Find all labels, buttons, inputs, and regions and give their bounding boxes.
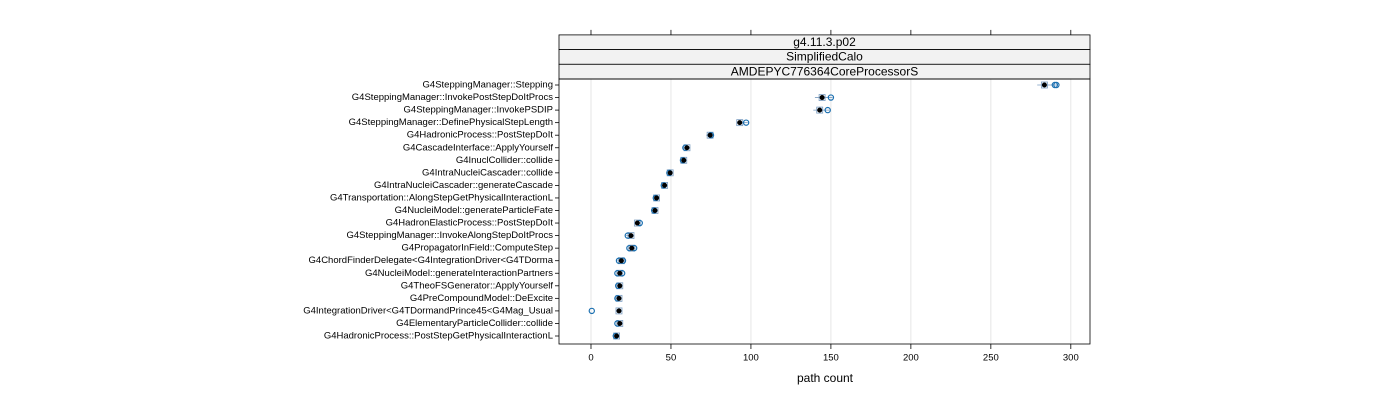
y-tick-label: G4IntegrationDriver<G4TDormandPrince45<G… [303, 305, 553, 316]
box [683, 144, 691, 152]
box [736, 119, 744, 127]
median [654, 195, 660, 201]
median [652, 208, 658, 213]
median [662, 182, 668, 188]
median [616, 295, 622, 301]
box [617, 257, 625, 265]
box [1041, 81, 1048, 89]
box [616, 269, 624, 277]
y-tick-label: G4HadronElasticProcess::PostStepDoIt [386, 218, 554, 229]
y-tick-label: G4SteppingManager::Stepping [423, 80, 553, 91]
median [617, 270, 623, 276]
strip-label: SimplifiedCalo [786, 50, 863, 64]
box [818, 94, 826, 101]
y-tick-label: G4NucleiModel::generateInteractionPartne… [365, 268, 553, 279]
y-tick-label: G4ChordFinderDelegate<G4IntegrationDrive… [309, 255, 554, 266]
y-tick-label: G4SteppingManager::InvokePostStepDoItPro… [352, 92, 553, 103]
y-tick-label: G4SteppingManager::InvokePSDIP [404, 105, 553, 116]
median [667, 170, 673, 176]
median [628, 233, 634, 239]
y-tick-label: G4HadronicProcess::PostStepDoIt [407, 130, 554, 141]
y-tick-label: G4CascadeInterface::ApplyYourself [403, 142, 554, 153]
y-tick-label: G4SteppingManager::DefinePhysicalStepLen… [349, 117, 553, 128]
point [1053, 81, 1060, 89]
y-tick-label: G4SteppingManager::InvokeAlongStepDoItPr… [347, 230, 554, 241]
box [816, 106, 824, 114]
y-tick-label: G4InuclCollider::collide [456, 155, 553, 166]
box [628, 244, 636, 252]
x-tick-label: 50 [666, 353, 677, 364]
median [1041, 82, 1047, 88]
median [634, 220, 640, 226]
box [615, 294, 623, 302]
median [819, 95, 825, 101]
y-tick-label: G4NucleiModel::generateParticleFate [395, 205, 553, 216]
panel [558, 78, 1091, 345]
x-axis-label: path count [797, 371, 854, 385]
median [616, 308, 622, 314]
y-tick-label: G4IntraNucleiCascader::generateCascade [374, 180, 553, 191]
x-tick-label: 300 [1063, 353, 1079, 364]
y-tick-label: G4PreCompoundModel::DeExcite [410, 293, 553, 304]
median [629, 245, 635, 251]
box [616, 320, 624, 327]
strip-label: g4.11.3.p02 [793, 35, 856, 49]
median [737, 120, 743, 126]
median [684, 145, 690, 151]
x-tick-label: 200 [903, 353, 919, 364]
point [827, 94, 835, 101]
y-tick-label: G4ElementaryParticleCollider::collide [396, 318, 553, 329]
box [633, 219, 641, 227]
y-tick-label: G4PropagatorInField::ComputeStep [401, 243, 553, 254]
median [681, 157, 687, 163]
point [742, 119, 750, 126]
x-tick-label: 0 [588, 353, 593, 364]
y-tick-label: G4IntraNucleiCascader::collide [422, 167, 553, 178]
median [817, 107, 823, 113]
box [627, 232, 635, 240]
point [588, 307, 595, 315]
median [617, 320, 623, 326]
median [614, 333, 620, 339]
y-tick-label: G4HadronicProcess::PostStepGetPhysicalIn… [324, 331, 553, 342]
box [615, 307, 623, 315]
x-tick-label: 150 [823, 353, 839, 364]
median [707, 132, 713, 138]
median [618, 258, 624, 264]
point [824, 106, 831, 114]
strip-label: AMDEPYC776364CoreProcessorS [731, 64, 918, 78]
y-tick-label: G4Transportation::AlongStepGetPhysicalIn… [330, 192, 553, 203]
box [616, 282, 624, 290]
median [617, 283, 623, 289]
x-tick-label: 250 [983, 353, 999, 364]
y-tick-label: G4TheoFSGenerator::ApplyYourself [401, 280, 554, 291]
x-tick-label: 100 [743, 353, 759, 364]
